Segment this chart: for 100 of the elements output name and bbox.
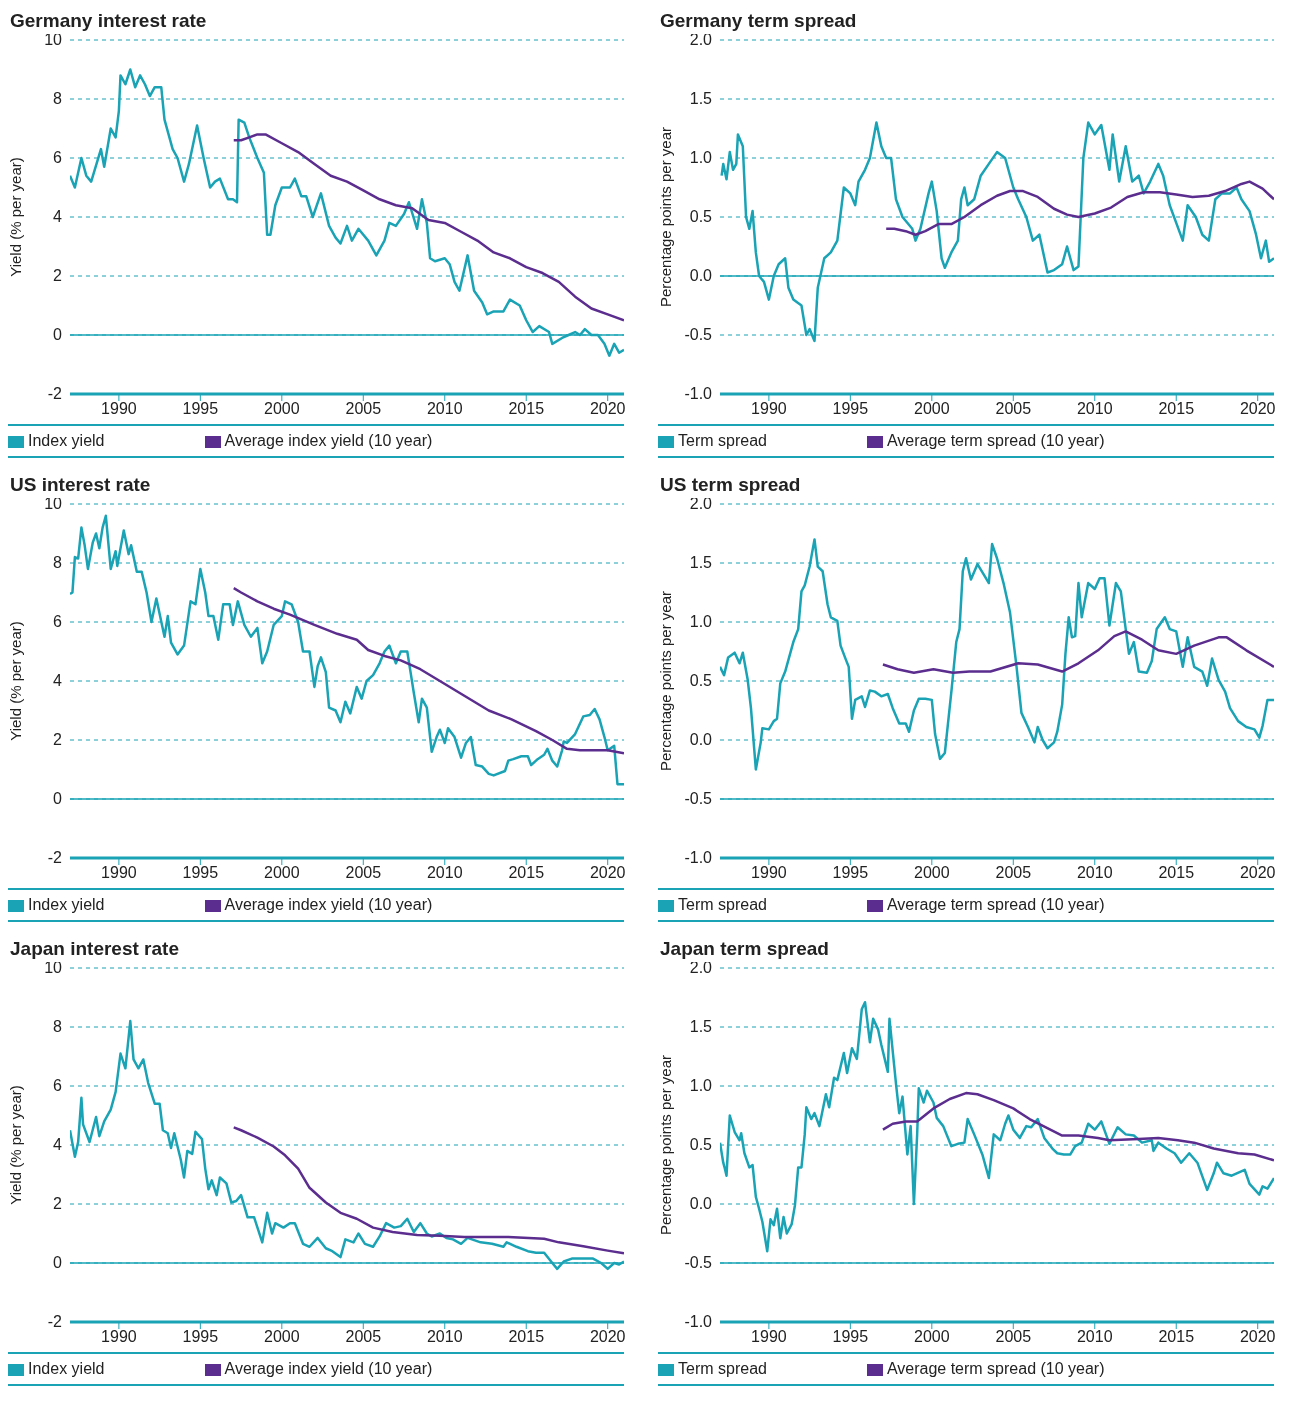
y-axis-title: Percentage points per year (657, 590, 675, 772)
y-tick-label: 4 (53, 672, 63, 689)
chart-title: Germany term spread (659, 9, 858, 33)
y-axis-title: Percentage points per year (657, 1054, 675, 1236)
y-tick-label: -2 (47, 1313, 63, 1330)
x-tick-label: 2020 (589, 1328, 626, 1346)
x-tick-label: 2015 (1158, 1328, 1195, 1346)
x-tick-label: 2010 (426, 1328, 463, 1346)
x-tick-label: 2010 (426, 400, 463, 418)
y-tick-label: 2.0 (689, 31, 713, 48)
y-axis-title: Yield (% per year) (7, 621, 25, 741)
legend-label: Index yield (28, 1360, 105, 1377)
x-tick-label: 2005 (995, 864, 1032, 882)
y-tick-label: 2.0 (689, 495, 713, 512)
x-tick-label: 2005 (345, 400, 382, 418)
y-axis-title: Yield (% per year) (7, 1085, 25, 1205)
x-tick-label: 2000 (264, 1328, 300, 1346)
chart-title: Japan term spread (659, 937, 830, 961)
y-tick-label: 2.0 (689, 959, 713, 976)
y-tick-label: 8 (53, 554, 63, 571)
line-series (720, 121, 1274, 343)
y-tick-label: 2 (53, 731, 63, 748)
x-tick-label: 2000 (264, 864, 300, 882)
x-tick-label: 2020 (1239, 864, 1276, 882)
x-tick-label: 2010 (1076, 400, 1113, 418)
line-series (720, 538, 1274, 771)
x-tick-label: 2010 (1076, 864, 1113, 882)
legend-label: Term spread (678, 432, 767, 449)
y-tick-label: 4 (53, 208, 63, 225)
y-tick-label: -0.5 (684, 1254, 713, 1271)
line-series (884, 180, 1274, 236)
y-tick-label: 0.0 (689, 267, 713, 284)
x-tick-label: 2000 (264, 400, 300, 418)
legend-label: Index yield (28, 432, 105, 449)
x-tick-label: 2020 (1239, 400, 1276, 418)
y-tick-label: 10 (44, 959, 63, 976)
line-series (232, 1126, 624, 1255)
y-tick-label: -1.0 (684, 385, 713, 402)
line-series (70, 68, 624, 357)
y-tick-label: 4 (53, 1136, 63, 1153)
x-tick-label: 2015 (508, 864, 545, 882)
y-tick-label: 1.5 (689, 1018, 713, 1035)
y-tick-label: 2 (53, 267, 63, 284)
legend-label: Index yield (28, 896, 105, 913)
y-tick-label: 0 (53, 1254, 63, 1271)
x-tick-label: 2000 (914, 864, 950, 882)
y-tick-label: 0 (53, 790, 63, 807)
x-tick-label: 2005 (345, 864, 382, 882)
line-series (70, 514, 624, 786)
x-tick-label: 1995 (182, 400, 219, 418)
y-tick-label: 1.0 (689, 1077, 713, 1094)
x-tick-label: 2015 (508, 400, 545, 418)
legend-label: Average term spread (10 year) (886, 432, 1105, 449)
y-tick-label: 0 (53, 326, 63, 343)
chart-title: Japan interest rate (9, 937, 180, 961)
y-tick-label: -0.5 (684, 790, 713, 807)
x-tick-label: 2005 (995, 400, 1032, 418)
line-series (881, 1091, 1274, 1162)
x-tick-label: 2020 (589, 400, 626, 418)
x-tick-label: 1990 (101, 400, 137, 418)
x-tick-label: 1990 (101, 864, 137, 882)
y-tick-label: -2 (47, 385, 63, 402)
y-tick-label: 6 (53, 149, 63, 166)
y-tick-label: 10 (44, 31, 63, 48)
y-axis-title: Percentage points per year (657, 126, 675, 308)
y-tick-label: 0.5 (689, 208, 713, 225)
legend-label: Term spread (678, 1360, 767, 1377)
x-tick-label: 2020 (589, 864, 626, 882)
x-tick-label: 1995 (182, 864, 219, 882)
chart-title: Germany interest rate (9, 9, 208, 33)
legend-label: Average index yield (10 year) (224, 896, 433, 913)
chart-title: US term spread (659, 473, 802, 497)
x-tick-label: 1995 (832, 400, 869, 418)
x-tick-label: 2000 (914, 1328, 950, 1346)
y-tick-label: -1.0 (684, 1313, 713, 1330)
y-tick-label: -2 (47, 849, 63, 866)
x-tick-label: 2015 (508, 1328, 545, 1346)
y-axis-title: Yield (% per year) (7, 157, 25, 277)
y-tick-label: 2 (53, 1195, 63, 1212)
line-series (232, 133, 624, 322)
line-series (881, 630, 1274, 674)
x-tick-label: 1995 (182, 1328, 219, 1346)
x-tick-label: 2020 (1239, 1328, 1276, 1346)
legend-label: Average term spread (10 year) (886, 1360, 1105, 1377)
y-tick-label: 8 (53, 90, 63, 107)
y-tick-label: 0.5 (689, 672, 713, 689)
x-tick-label: 2015 (1158, 864, 1195, 882)
y-tick-label: -0.5 (684, 326, 713, 343)
legend-label: Average index yield (10 year) (224, 1360, 433, 1377)
y-tick-label: -1.0 (684, 849, 713, 866)
x-tick-label: 2005 (345, 1328, 382, 1346)
chart-title: US interest rate (9, 473, 152, 497)
x-tick-label: 2010 (1076, 1328, 1113, 1346)
y-tick-label: 8 (53, 1018, 63, 1035)
y-tick-label: 1.0 (689, 613, 713, 630)
legend-label: Average index yield (10 year) (224, 432, 433, 449)
x-tick-label: 2010 (426, 864, 463, 882)
line-series (232, 586, 624, 755)
x-tick-label: 1990 (751, 1328, 787, 1346)
y-tick-label: 1.5 (689, 554, 713, 571)
